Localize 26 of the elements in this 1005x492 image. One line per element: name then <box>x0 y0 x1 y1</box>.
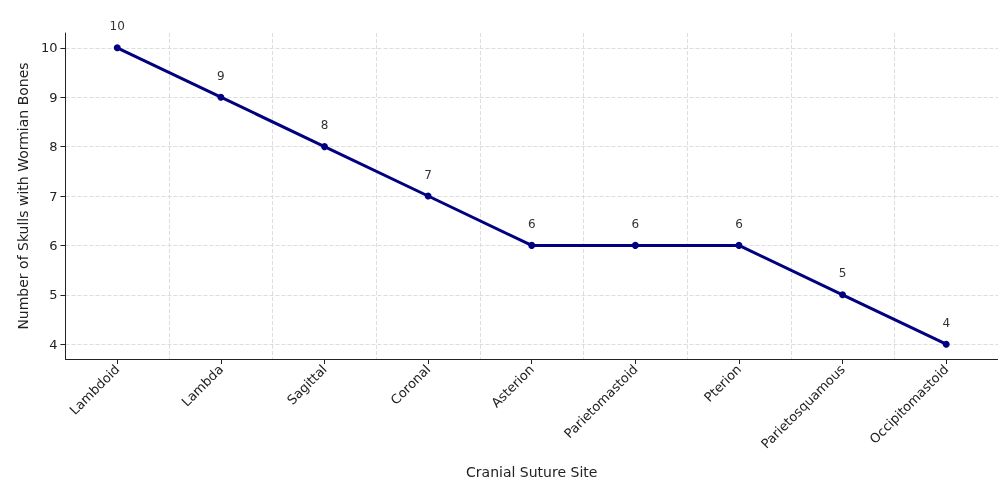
point <box>631 241 639 249</box>
y-axis-title: Number of Skulls with Wormian Bones <box>15 62 31 330</box>
y-tick-label: 4 <box>49 336 58 352</box>
y-tick-label: 6 <box>49 237 58 253</box>
data-label: 10 <box>109 19 125 34</box>
x-axis-title: Cranial Suture Site <box>466 464 598 480</box>
point <box>113 44 121 52</box>
point <box>217 93 225 101</box>
y-tick-label: 9 <box>49 89 58 105</box>
point <box>735 241 743 249</box>
y-tick-label: 10 <box>40 40 58 56</box>
data-label: 6 <box>735 216 743 231</box>
point <box>942 340 950 348</box>
data-label: 8 <box>320 118 329 133</box>
point <box>528 241 536 249</box>
point <box>320 143 328 151</box>
point <box>839 291 847 299</box>
data-label: 4 <box>942 315 951 330</box>
y-tick-label: 7 <box>49 188 58 204</box>
data-label: 6 <box>631 216 640 231</box>
y-tick-label: 8 <box>49 139 58 155</box>
data-label: 7 <box>424 167 432 182</box>
data-label: 9 <box>217 68 225 83</box>
y-tick-label: 5 <box>49 287 58 303</box>
data-label: 6 <box>527 216 536 231</box>
data-label: 5 <box>838 266 847 281</box>
